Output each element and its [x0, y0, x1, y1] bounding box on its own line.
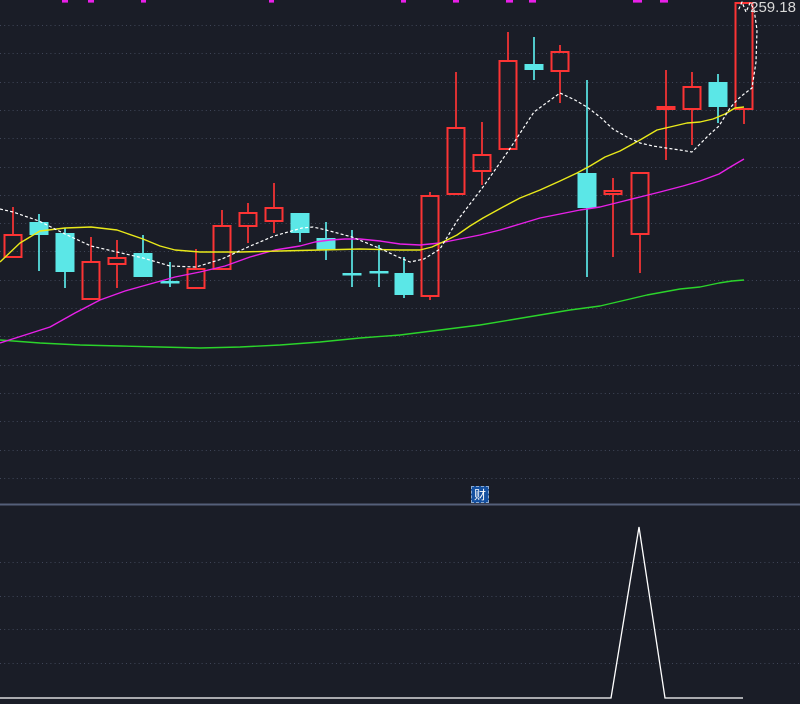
candle-down: [290, 213, 310, 242]
ma-magenta-line: [0, 158, 745, 344]
candle-up: [238, 203, 258, 243]
signal-tick: [660, 0, 668, 3]
indicator-spike-line: [0, 526, 743, 699]
candle-body: [212, 225, 232, 270]
candle-up: [656, 70, 676, 160]
candle-up: [420, 192, 440, 300]
indicator-tab-cai[interactable]: 财: [471, 486, 489, 503]
candle-down: [524, 37, 544, 80]
signal-tick: [529, 0, 536, 3]
candle-down: [160, 262, 180, 287]
candle-body: [160, 281, 180, 284]
candle-down: [577, 80, 597, 277]
candle-body: [107, 257, 127, 265]
candle-body: [630, 172, 650, 235]
candle-body: [342, 273, 362, 276]
candle-body: [603, 190, 623, 195]
candle-body: [81, 261, 101, 300]
gridlines: [0, 25, 800, 664]
candle-up: [264, 183, 284, 233]
signal-tick: [401, 0, 406, 3]
candle-body: [734, 2, 754, 110]
candle-up: [498, 32, 518, 150]
candle-up: [212, 210, 232, 270]
candle-body: [238, 212, 258, 227]
last-price-label: 259.18: [750, 0, 796, 16]
candle-body: [420, 195, 440, 297]
candle-up: [446, 72, 466, 195]
ma-white-line: [0, 1, 758, 268]
candle-up: [630, 172, 650, 273]
candle-up: [186, 249, 206, 289]
candle-down: [369, 245, 389, 287]
signal-tick: [141, 0, 146, 3]
candle-body: [133, 253, 153, 277]
signal-tick: [62, 0, 68, 3]
candle-down: [708, 74, 728, 123]
candle-up: [603, 178, 623, 257]
candle-down: [55, 228, 75, 288]
ma-yellow-line: [0, 106, 745, 263]
candle-body: [290, 213, 310, 233]
candle-down: [29, 214, 49, 271]
candle-body: [369, 271, 389, 274]
candles-group: [3, 2, 754, 300]
candle-body: [682, 86, 702, 110]
signal-tick: [88, 0, 94, 3]
candle-body: [524, 64, 544, 70]
candle-up: [81, 237, 101, 300]
candle-body: [550, 51, 570, 72]
candle-body: [708, 82, 728, 107]
signal-tick: [269, 0, 274, 3]
signal-ticks: [62, 0, 668, 3]
candle-body: [55, 233, 75, 272]
candle-body: [446, 127, 466, 195]
candle-body: [29, 222, 49, 235]
ma-green-line: [0, 279, 745, 349]
candle-up: [107, 240, 127, 288]
candle-up: [550, 45, 570, 103]
candle-body: [656, 106, 676, 110]
candle-body: [577, 173, 597, 208]
candle-body: [186, 268, 206, 289]
candle-down: [394, 257, 414, 298]
candle-up: [682, 72, 702, 145]
candle-up: [734, 2, 754, 124]
candle-body: [472, 154, 492, 172]
signal-tick: [506, 0, 513, 3]
signal-tick: [633, 0, 642, 3]
candle-body: [498, 60, 518, 150]
signal-tick: [453, 0, 459, 3]
candle-up: [472, 122, 492, 185]
candle-body: [394, 273, 414, 295]
candle-body: [264, 207, 284, 222]
candle-body: [3, 234, 23, 258]
